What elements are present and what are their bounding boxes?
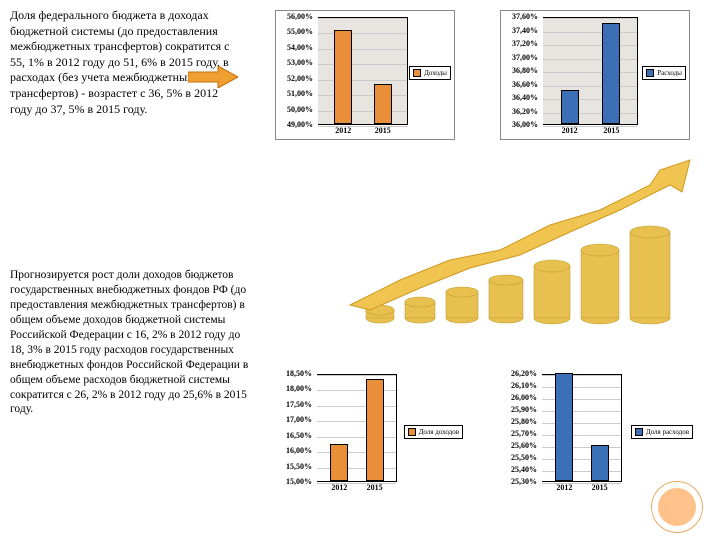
legend-label: Доходы: [424, 69, 447, 77]
legend: Доходы: [409, 66, 451, 80]
legend-swatch: [646, 69, 654, 77]
chart-expense-share: 20122015 37,60%37,40%37,20%37,00%36,80%3…: [500, 10, 690, 140]
bar: [591, 445, 609, 481]
legend-label: Расходы: [657, 69, 682, 77]
chart-fund-income: 20122015 18,50%18,00%17,50%17,00%16,50%1…: [275, 370, 465, 500]
bar: [602, 23, 620, 124]
plot-area: 20122015: [542, 374, 622, 482]
legend: Доля расходов: [631, 425, 693, 439]
paragraph-2: Прогнозируется рост доли доходов бюджето…: [10, 268, 250, 417]
plot-area: 20122015: [317, 374, 397, 482]
legend-swatch: [635, 428, 643, 436]
legend: Расходы: [642, 66, 686, 80]
bar: [374, 84, 392, 124]
legend-label: Доля расходов: [646, 428, 689, 436]
bar: [561, 90, 579, 124]
bar: [555, 373, 573, 481]
bar: [334, 30, 352, 124]
chart-fund-expense: 20122015 26,20%26,10%26,00%25,90%25,80%2…: [500, 370, 695, 500]
legend-swatch: [413, 69, 421, 77]
legend-label: Доля доходов: [419, 428, 459, 436]
plot-area: 20122015: [318, 17, 408, 125]
coins-growth-image: [340, 150, 710, 340]
chart-income-share: 20122015 56,00%55,00%54,00%53,00%52,00%5…: [275, 10, 455, 140]
paragraph-1: Доля федерального бюджета в доходах бюдж…: [10, 8, 230, 117]
legend-swatch: [408, 428, 416, 436]
legend: Доля доходов: [404, 425, 463, 439]
footer-circle-icon: [652, 482, 702, 532]
slide: Доля федерального бюджета в доходах бюдж…: [0, 0, 720, 540]
arrow-icon: [188, 66, 238, 88]
bar: [366, 379, 384, 481]
bar: [330, 444, 348, 481]
plot-area: 20122015: [543, 17, 638, 125]
